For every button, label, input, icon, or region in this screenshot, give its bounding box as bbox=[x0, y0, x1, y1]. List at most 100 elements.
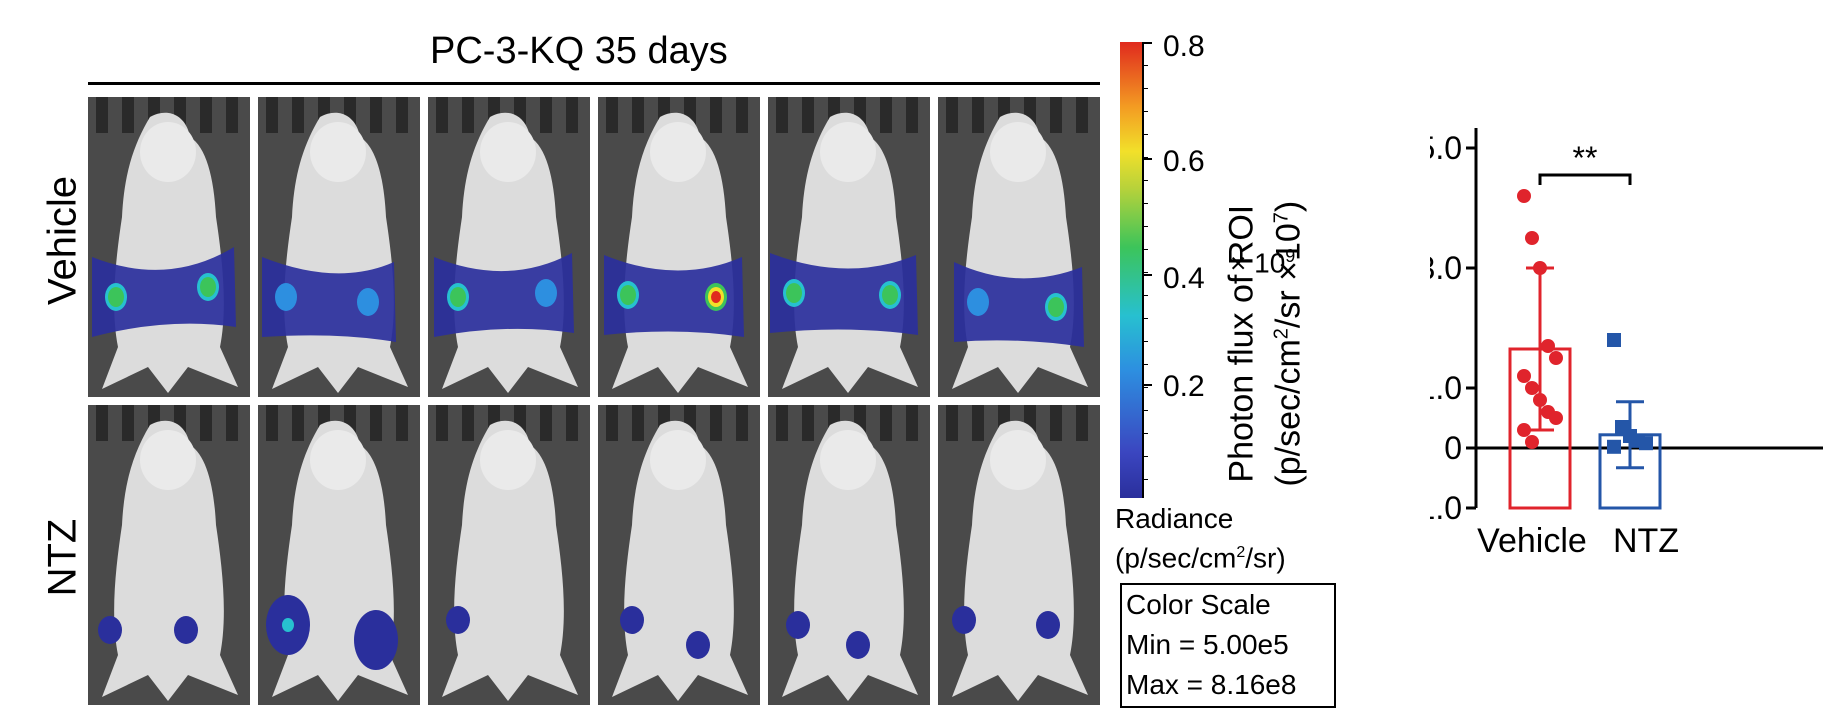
mouse-head bbox=[820, 430, 876, 490]
data-point-ntz bbox=[1639, 436, 1653, 451]
signal-hotspot bbox=[711, 291, 721, 303]
data-point-vehicle bbox=[1517, 189, 1531, 203]
cage-bar bbox=[606, 97, 618, 133]
y-tick-label: 3.0 bbox=[1430, 250, 1462, 286]
cage-bar bbox=[880, 97, 892, 133]
cage-bar bbox=[370, 97, 382, 133]
color-scale-header: Color Scale bbox=[1126, 589, 1271, 620]
cage-bar bbox=[946, 97, 958, 133]
colorbar-tick-label-0.4: 0.4 bbox=[1163, 262, 1205, 295]
colorbar-multiplier: × 109 bbox=[1230, 246, 1296, 279]
signal-region bbox=[434, 253, 574, 337]
cage-bar bbox=[462, 405, 474, 441]
signal-hotspot bbox=[282, 618, 294, 632]
signal-region bbox=[846, 631, 870, 659]
radiance-unit-label: Radiance (p/sec/cm2/sr) bbox=[1115, 503, 1286, 574]
mouse-head bbox=[820, 122, 876, 182]
mouse-silhouette bbox=[262, 97, 408, 394]
figure-title: PC-3-KQ 35 days bbox=[430, 30, 728, 72]
data-point-ntz bbox=[1607, 333, 1621, 347]
chart-y-axis-label: Photon flux of ROI (p/sec/cm2/sr ×107) bbox=[1222, 200, 1308, 487]
signal-hotspot bbox=[108, 287, 124, 307]
cage-bar bbox=[632, 405, 644, 441]
signal-region bbox=[604, 255, 744, 337]
colorbar-minor-tick bbox=[1142, 111, 1148, 112]
x-tick-label-ntz: NTZ bbox=[1613, 522, 1679, 560]
colorbar-minor-tick bbox=[1142, 387, 1148, 388]
mouse-head bbox=[310, 430, 366, 490]
signal-region bbox=[620, 606, 644, 634]
mouse-image-ntz-1 bbox=[88, 405, 250, 705]
mouse-silhouette bbox=[434, 97, 578, 394]
signal-region bbox=[446, 606, 470, 634]
signal-region bbox=[92, 247, 236, 337]
cage-bar bbox=[906, 405, 918, 441]
mouse-head bbox=[480, 430, 536, 490]
cage-bar bbox=[566, 97, 578, 133]
cage-bar bbox=[1050, 405, 1062, 441]
cage-bar bbox=[776, 97, 788, 133]
mouse-image-vehicle-5 bbox=[768, 97, 930, 397]
cage-bar bbox=[736, 97, 748, 133]
cage-bar bbox=[946, 405, 958, 441]
signal-region bbox=[952, 606, 976, 634]
signal-region bbox=[686, 631, 710, 659]
mouse-body bbox=[442, 420, 578, 701]
x-tick-label-vehicle: Vehicle bbox=[1477, 522, 1587, 560]
colorbar-tick-label-0.2: 0.2 bbox=[1163, 370, 1205, 403]
signal-region bbox=[354, 610, 398, 670]
mouse-image-ntz-6 bbox=[938, 405, 1100, 705]
mouse-image-vehicle-1 bbox=[88, 97, 250, 397]
colorbar-minor-tick bbox=[1142, 364, 1148, 365]
colorbar-major-tick bbox=[1142, 158, 1152, 160]
colorbar-minor-tick bbox=[1142, 65, 1148, 66]
y-tick-label: -1.0 bbox=[1430, 490, 1462, 526]
signal-region bbox=[770, 253, 918, 335]
cage-bar bbox=[200, 405, 212, 441]
colorbar-minor-tick bbox=[1142, 479, 1148, 480]
signal-region bbox=[786, 611, 810, 639]
cage-bar bbox=[370, 405, 382, 441]
mouse-head bbox=[990, 430, 1046, 490]
colorbar-tick-label-0.8: 0.8 bbox=[1163, 30, 1205, 63]
mouse-silhouette bbox=[770, 97, 918, 394]
data-point-vehicle bbox=[1549, 411, 1563, 425]
signal-hotspot bbox=[200, 277, 216, 297]
colorbar-minor-tick bbox=[1142, 295, 1148, 296]
cage-bar bbox=[880, 405, 892, 441]
mouse-image-ntz-4 bbox=[598, 405, 760, 705]
cage-bar bbox=[1050, 97, 1062, 133]
cage-bar bbox=[462, 97, 474, 133]
signal-hotspot bbox=[535, 279, 557, 307]
title-underline bbox=[88, 82, 1100, 85]
cage-bar bbox=[436, 405, 448, 441]
cage-bar bbox=[632, 97, 644, 133]
signal-hotspot bbox=[967, 288, 989, 316]
cage-bar bbox=[200, 97, 212, 133]
colorbar-minor-tick bbox=[1142, 203, 1148, 204]
colorbar-minor-tick bbox=[1142, 157, 1148, 158]
cage-bar bbox=[1076, 97, 1088, 133]
mouse-silhouette bbox=[946, 405, 1088, 701]
cage-bar bbox=[972, 405, 984, 441]
cage-bar bbox=[710, 405, 722, 441]
mouse-image-ntz-5 bbox=[768, 405, 930, 705]
cage-bar bbox=[96, 405, 108, 441]
y-tick-label: 5.0 bbox=[1430, 130, 1462, 166]
colorbar-minor-tick bbox=[1142, 249, 1148, 250]
signal-hotspot bbox=[450, 287, 466, 307]
signal-hotspot bbox=[620, 285, 636, 305]
colorbar-major-tick bbox=[1142, 384, 1152, 386]
cage-bar bbox=[226, 405, 238, 441]
photon-flux-bar-chart: 5.0 3.0 1.0 0 -1.0 Vehicle NTZ ** bbox=[1430, 128, 1823, 560]
radiance-colorbar bbox=[1120, 42, 1142, 498]
mouse-head bbox=[650, 122, 706, 182]
cage-bar bbox=[776, 405, 788, 441]
cage-bar bbox=[436, 97, 448, 133]
colorbar-axis bbox=[1142, 42, 1144, 498]
significance-label: ** bbox=[1573, 140, 1598, 176]
cage-bar bbox=[1076, 405, 1088, 441]
signal-region bbox=[98, 616, 122, 644]
colorbar-tick-label-0.6: 0.6 bbox=[1163, 145, 1205, 178]
mouse-body bbox=[612, 420, 748, 701]
